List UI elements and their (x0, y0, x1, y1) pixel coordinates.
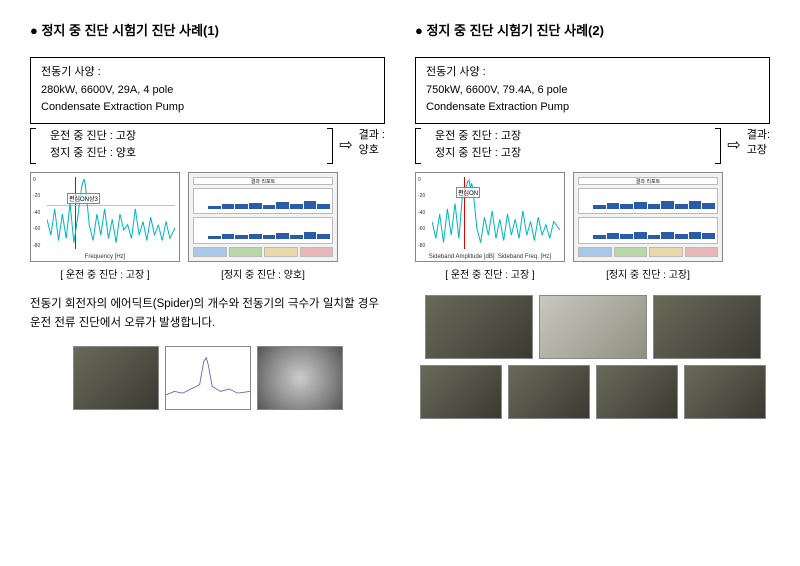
result-text: 결과 : 양호 (359, 128, 385, 159)
chart-caption: [ 운전 중 진단 : 고장 ] (30, 266, 180, 281)
bracket-right-icon (715, 128, 721, 164)
photo-rotor (257, 346, 343, 410)
result-label: 결과 : (359, 128, 385, 143)
panel-btn (264, 247, 298, 257)
photo-rotor-bar (420, 365, 502, 419)
result-label: 결과: (747, 128, 770, 143)
photo-rotor-bar (596, 365, 678, 419)
bracket-left-icon (30, 128, 36, 164)
photo-rotor-bar (508, 365, 590, 419)
case-1-photos (30, 346, 385, 410)
spectrum-plot: 0-20-40-60-80 편심ON상3 Frequency [Hz] (30, 172, 180, 262)
running-diag: 운전 중 진단 : 고장 (50, 128, 323, 146)
spec-line: Condensate Extraction Pump (426, 99, 759, 117)
chart-caption: [ 운전 중 진단 : 고장 ] (415, 266, 565, 281)
case-1-column: 정지 중 진단 시험기 진단 사례(1) 전동기 사양 : 280kW, 660… (30, 20, 385, 546)
spec-line: 전동기 사양 : (41, 64, 374, 82)
result-value: 양호 (359, 143, 385, 158)
spec-line: 전동기 사양 : (426, 64, 759, 82)
diag-text: 운전 중 진단 : 고장 정지 중 진단 : 양호 (40, 128, 323, 163)
case-2-photos-top (415, 295, 770, 359)
case-2-column: 정지 중 진단 시험기 진단 사례(2) 전동기 사양 : 750kW, 660… (415, 20, 770, 546)
x-axis-label: Frequency [Hz] (31, 254, 179, 260)
spec-line: 750kW, 6600V, 79.4A, 6 pole (426, 82, 759, 100)
arrow-icon: ⇨ (339, 128, 352, 164)
photo-bearing (539, 295, 647, 359)
bracket-right-icon (327, 128, 333, 164)
photo-graph (165, 346, 251, 410)
photo-shaft (653, 295, 761, 359)
panel-btn (685, 247, 719, 257)
result-text: 결과: 고장 (747, 128, 770, 159)
photo-motor (73, 346, 159, 410)
photo-disassembly (425, 295, 533, 359)
panel-header: 결과 리포트 (193, 177, 333, 185)
panel-btn (649, 247, 683, 257)
spectrum-chart: 0-20-40-60-80 편심ON상3 Frequency [Hz] [ 운전… (30, 172, 180, 281)
diag-text: 운전 중 진단 : 고장 정지 중 진단 : 고장 (425, 128, 711, 163)
running-diag: 운전 중 진단 : 고장 (435, 128, 711, 146)
case-1-note: 전동기 회전자의 에어딕트(Spider)의 개수와 전동기의 극수가 일치할 … (30, 295, 385, 334)
case-1-charts: 0-20-40-60-80 편심ON상3 Frequency [Hz] [ 운전… (30, 172, 385, 281)
spec-line: Condensate Extraction Pump (41, 99, 374, 117)
panel-btn (229, 247, 263, 257)
spectrum-tag: 편심ON (456, 187, 480, 198)
case-1-spec-box: 전동기 사양 : 280kW, 6600V, 29A, 4 pole Conde… (30, 57, 385, 124)
case-2-spec-box: 전동기 사양 : 750kW, 6600V, 79.4A, 6 pole Con… (415, 57, 770, 124)
chart-caption: [정지 중 진단 : 양호] (188, 266, 338, 281)
stopped-diag: 정지 중 진단 : 고장 (435, 145, 711, 163)
arrow-icon: ⇨ (727, 128, 740, 164)
photo-rotor-bar (684, 365, 766, 419)
spectrum-plot: 0-20-40-60-80 편심ON Sideband Amplitude [d… (415, 172, 565, 262)
panel-buttons (578, 247, 718, 257)
case-2-title: 정지 중 진단 시험기 진단 사례(2) (415, 20, 770, 39)
case-2-photos-bottom (415, 365, 770, 419)
spectrum-tag: 편심ON상3 (67, 193, 100, 204)
panel-header: 결과 리포트 (578, 177, 718, 185)
x-axis-labels: Sideband Amplitude [dB] Sideband Freq. [… (416, 254, 564, 260)
panel-buttons (193, 247, 333, 257)
case-2-charts: 0-20-40-60-80 편심ON Sideband Amplitude [d… (415, 172, 770, 281)
panel-btn (193, 247, 227, 257)
chart-caption: [정지 중 진단 : 고장] (573, 266, 723, 281)
report-panel: 결과 리포트 [정지 중 진단 : 양호] (188, 172, 338, 281)
case-2-diag-row: 운전 중 진단 : 고장 정지 중 진단 : 고장 ⇨ 결과: 고장 (415, 128, 770, 164)
spec-line: 280kW, 6600V, 29A, 4 pole (41, 82, 374, 100)
stopped-diag: 정지 중 진단 : 양호 (50, 145, 323, 163)
bracket-left-icon (415, 128, 421, 164)
panel-btn (578, 247, 612, 257)
result-value: 고장 (747, 143, 770, 158)
case-1-title: 정지 중 진단 시험기 진단 사례(1) (30, 20, 385, 39)
panel-btn (614, 247, 648, 257)
spectrum-chart: 0-20-40-60-80 편심ON Sideband Amplitude [d… (415, 172, 565, 281)
report-panel: 결과 리포트 [정지 중 진단 : 고장] (573, 172, 723, 281)
case-1-diag-row: 운전 중 진단 : 고장 정지 중 진단 : 양호 ⇨ 결과 : 양호 (30, 128, 385, 164)
panel-btn (300, 247, 334, 257)
